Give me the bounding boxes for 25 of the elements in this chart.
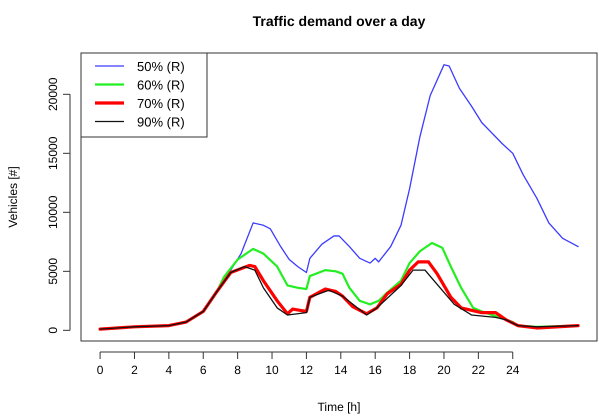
legend-label: 50% (R)	[137, 59, 185, 74]
legend-label: 70% (R)	[137, 96, 185, 111]
x-tick-label: 12	[300, 363, 314, 377]
x-tick-label: 16	[368, 363, 382, 377]
chart-title: Traffic demand over a day	[252, 13, 426, 29]
y-tick-label: 10000	[46, 195, 60, 230]
legend-label: 90% (R)	[137, 114, 185, 130]
x-tick-label: 14	[334, 363, 348, 377]
y-tick-label: 20000	[46, 77, 60, 111]
x-tick-label: 8	[234, 363, 242, 377]
x-axis-title: Time [h]	[318, 400, 360, 414]
x-tick-label: 24	[506, 363, 520, 377]
x-tick-label: 10	[265, 363, 280, 377]
x-tick-label: 18	[402, 363, 417, 377]
x-tick-label: 20	[437, 363, 451, 377]
y-tick-label: 15000	[46, 136, 60, 170]
x-tick-label: 0	[96, 363, 104, 377]
x-tick-label: 2	[131, 363, 138, 377]
y-tick-label: 5000	[46, 258, 60, 285]
x-tick-label: 22	[472, 363, 486, 377]
y-axis-title: Vehicles [#]	[6, 166, 20, 228]
x-tick-label: 6	[200, 363, 207, 377]
y-tick-label: 0	[46, 326, 60, 334]
x-tick-label: 4	[166, 363, 173, 377]
legend-label: 60% (R)	[137, 78, 185, 92]
